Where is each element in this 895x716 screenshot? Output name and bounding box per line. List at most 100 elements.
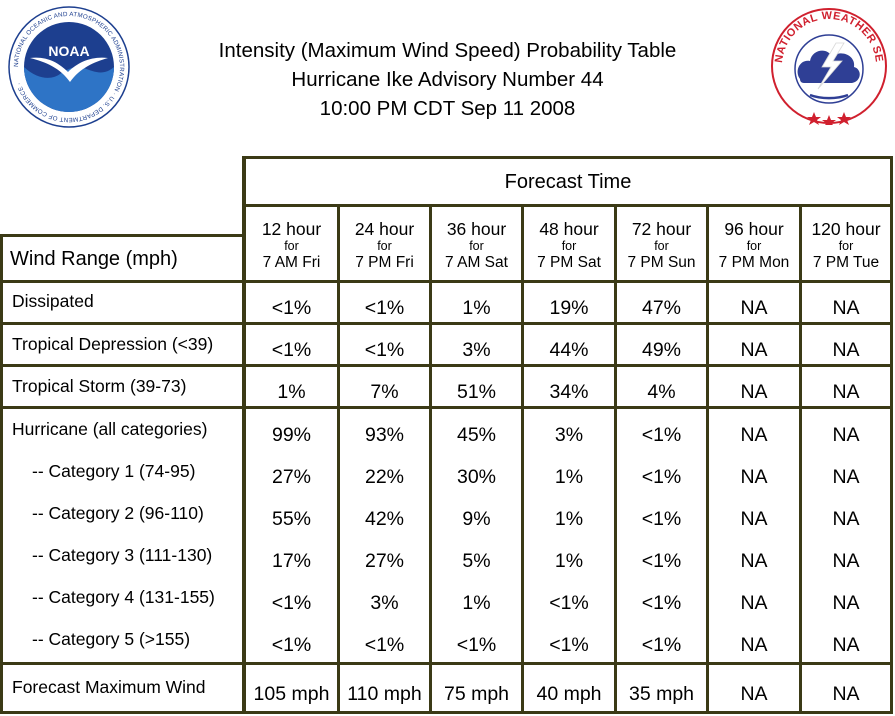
table-cell: 1%	[554, 466, 584, 488]
column-header: 36 hour for 7 AM Sat	[432, 219, 521, 272]
title-line-3: 10:00 PM CDT Sep 11 2008	[319, 97, 576, 120]
title-line-1: Intensity (Maximum Wind Speed) Probabili…	[218, 39, 677, 62]
table-cell: 105 mph	[253, 683, 330, 705]
table-cell: 1%	[554, 508, 584, 530]
column-for-label: for	[469, 239, 484, 253]
title-line-2: Hurricane Ike Advisory Number 44	[291, 68, 604, 91]
table-cell: <1%	[641, 466, 682, 488]
row-label: Tropical Depression (<39)	[12, 334, 214, 354]
table-cell: 4%	[647, 381, 676, 403]
column-hours-label: 36 hour	[446, 219, 507, 239]
table-cell: 75 mph	[443, 683, 510, 705]
column-hours-label: 120 hour	[811, 219, 881, 239]
row-label: -- Category 5 (>155)	[32, 629, 191, 649]
column-time-label: 7 PM Sat	[537, 254, 601, 271]
table-cell: 7%	[370, 381, 399, 403]
table-cell: 99%	[271, 424, 312, 446]
row-label: Tropical Storm (39-73)	[12, 376, 187, 396]
row-label: -- Category 4 (131-155)	[32, 587, 215, 607]
table-cell: NA	[740, 634, 768, 656]
column-hours-label: 24 hour	[354, 219, 415, 239]
table-cell: 5%	[462, 550, 491, 572]
table-cell: 3%	[462, 339, 491, 361]
table-cell: NA	[832, 424, 860, 446]
table-cell: NA	[740, 381, 768, 403]
column-for-label: for	[561, 239, 577, 253]
column-for-label: for	[377, 239, 392, 253]
column-header: 48 hour for 7 PM Sat	[524, 219, 614, 272]
column-header: 72 hour for 7 PM Sun	[617, 219, 706, 272]
table-cell: 35 mph	[628, 683, 695, 705]
column-time-label: 7 AM Fri	[262, 254, 321, 271]
table-cell: <1%	[364, 297, 405, 319]
column-time-label: 7 AM Sat	[445, 254, 508, 271]
table-cell: <1%	[271, 339, 312, 361]
table-cell: 42%	[364, 508, 405, 530]
row-label: Forecast Maximum Wind	[12, 677, 206, 697]
table-cell: NA	[832, 508, 860, 530]
page-title: Intensity (Maximum Wind Speed) Probabili…	[150, 36, 745, 123]
table-cell: 1%	[554, 550, 584, 572]
table-cell: 34%	[549, 381, 589, 403]
table-cell: 110 mph	[347, 683, 422, 705]
table-cell: <1%	[456, 634, 497, 656]
table-cell: 3%	[370, 592, 399, 614]
table-cell: 1%	[277, 381, 306, 403]
table-cell: 51%	[456, 381, 497, 403]
table-cell: NA	[832, 297, 860, 319]
row-label: -- Category 2 (96-110)	[32, 503, 204, 523]
table-cell: <1%	[271, 634, 312, 656]
column-hours-label: 72 hour	[631, 219, 692, 239]
table-cell: <1%	[641, 508, 682, 530]
column-hours-label: 12 hour	[261, 219, 322, 239]
table-cell: <1%	[641, 634, 682, 656]
table-cell: 44%	[549, 339, 589, 361]
table-cell: <1%	[549, 634, 589, 656]
table-cell: NA	[832, 683, 860, 705]
table-cell: NA	[740, 550, 768, 572]
table-cell: <1%	[271, 592, 312, 614]
column-hours-label: 96 hour	[724, 219, 784, 239]
table-cell: 9%	[462, 508, 491, 530]
table-cell: NA	[740, 508, 768, 530]
table-cell: 1%	[462, 592, 491, 614]
table-cell: NA	[832, 339, 860, 361]
noaa-logo: NATIONAL OCEANIC AND ATMOSPHERIC ADMINIS…	[8, 6, 130, 128]
column-for-label: for	[654, 239, 669, 253]
nws-logo: NATIONAL WEATHER SERVICE	[770, 7, 887, 125]
table-cell: 93%	[364, 424, 405, 446]
table-cell: NA	[740, 424, 768, 446]
column-time-label: 7 PM Tue	[812, 254, 880, 271]
table-cell: 27%	[271, 466, 312, 488]
table-cell: 17%	[271, 550, 312, 572]
noaa-logo-text: NOAA	[48, 43, 89, 59]
table-cell: NA	[832, 592, 860, 614]
column-hours-label: 48 hour	[539, 219, 599, 239]
table-cell: 22%	[364, 466, 405, 488]
table-cell: NA	[832, 634, 860, 656]
column-header: 96 hour for 7 PM Mon	[709, 219, 799, 272]
table-cell: 27%	[364, 550, 405, 572]
table-cell: NA	[740, 297, 768, 319]
column-time-label: 7 PM Fri	[355, 254, 414, 271]
forecast-time-header: Forecast Time	[504, 171, 632, 193]
table-cell: NA	[740, 592, 768, 614]
table-cell: <1%	[364, 339, 405, 361]
table-cell: 19%	[549, 297, 589, 319]
row-label: Dissipated	[12, 291, 94, 311]
star-icon	[822, 115, 836, 125]
column-header: 120 hour for 7 PM Tue	[802, 219, 890, 272]
table-cell: <1%	[364, 634, 405, 656]
column-time-label: 7 PM Sun	[627, 254, 696, 271]
table-cell: 47%	[641, 297, 682, 319]
table-cell: 30%	[456, 466, 497, 488]
wind-range-header: Wind Range (mph)	[10, 248, 178, 270]
row-label: -- Category 1 (74-95)	[32, 461, 196, 481]
table-cell: <1%	[271, 297, 312, 319]
column-for-label: for	[838, 239, 854, 253]
table-cell: 3%	[554, 424, 584, 446]
table-cell: 55%	[271, 508, 312, 530]
column-header: 12 hour for 7 AM Fri	[246, 219, 337, 272]
table-cell: NA	[832, 466, 860, 488]
row-label: -- Category 3 (111-130)	[32, 545, 213, 565]
